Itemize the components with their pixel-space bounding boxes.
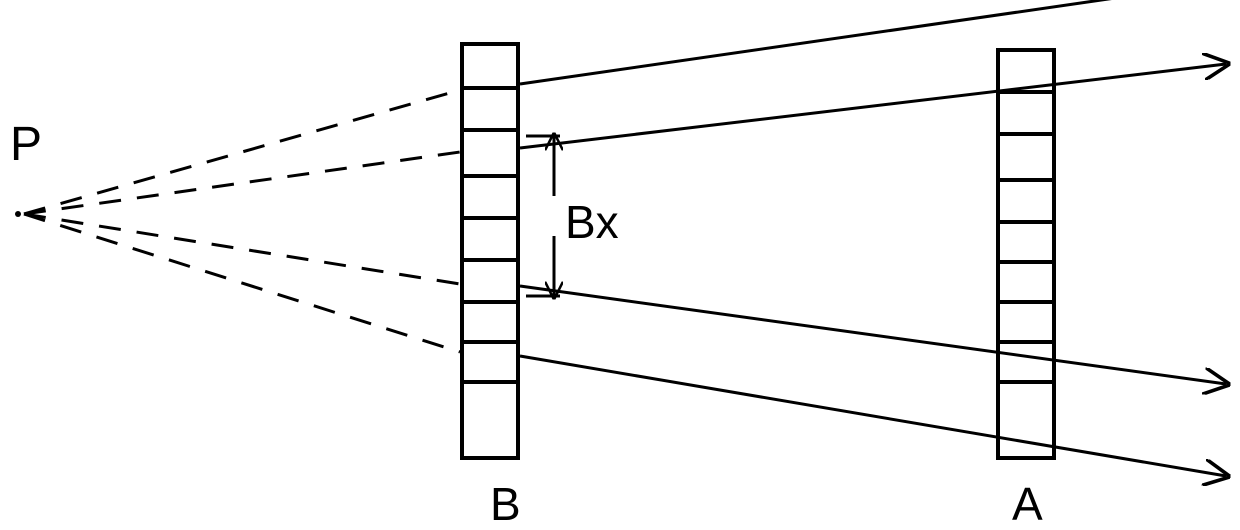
- dashed-rays: [24, 90, 460, 352]
- label-bx: Bx: [565, 196, 619, 248]
- point-p: [15, 211, 21, 217]
- stack-a: [998, 50, 1054, 458]
- label-a: A: [1012, 478, 1043, 530]
- bx-extent-marker: [526, 136, 560, 296]
- stack-b: [462, 44, 518, 458]
- projection-diagram: P Bx B A: [0, 0, 1240, 530]
- solid-ray-arrows: [520, 0, 1226, 476]
- label-b: B: [490, 478, 521, 530]
- label-p: P: [10, 118, 42, 171]
